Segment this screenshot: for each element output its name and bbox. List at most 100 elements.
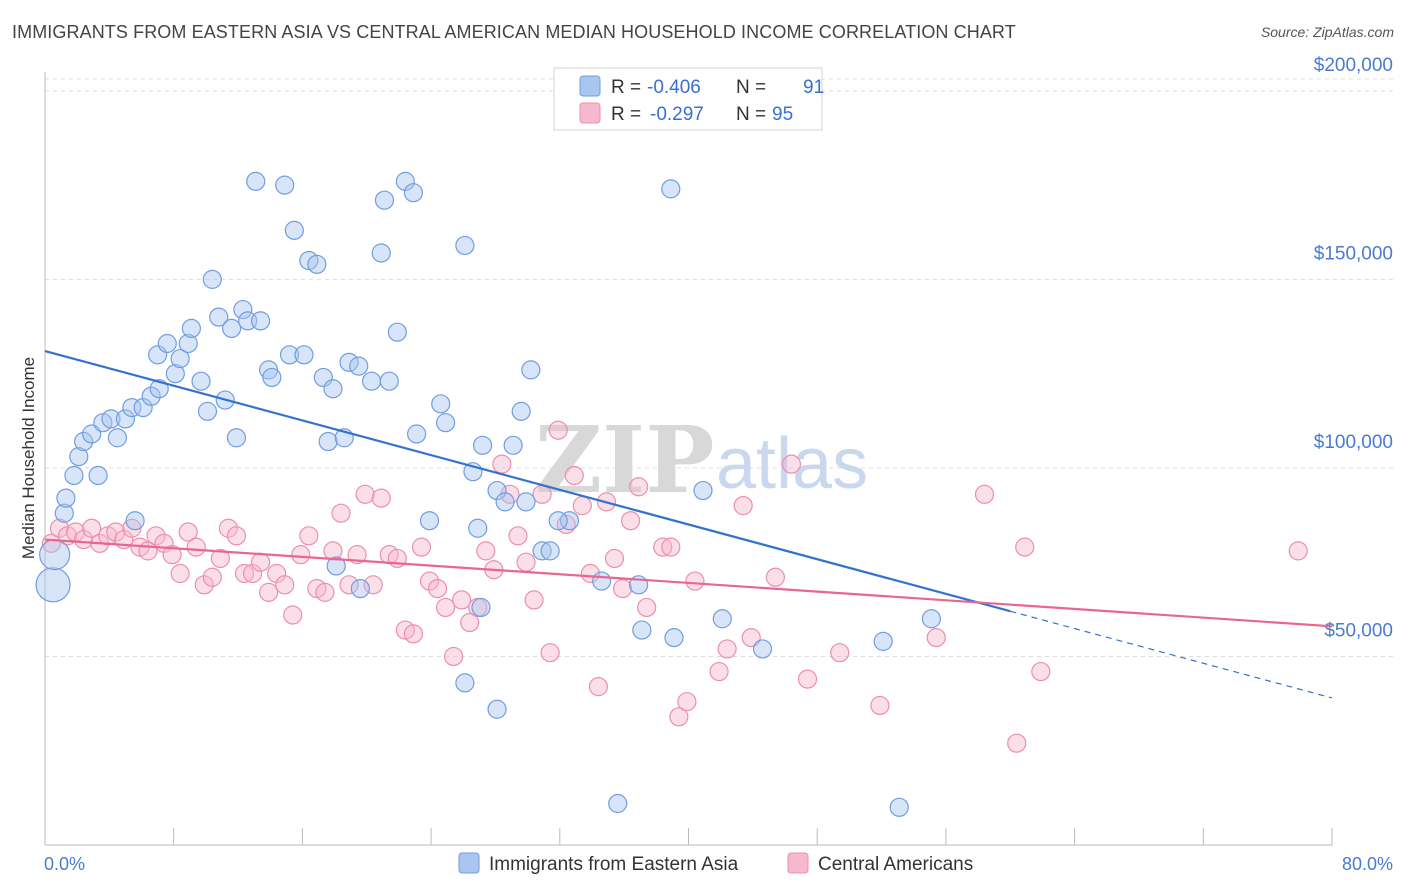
data-point <box>291 545 311 565</box>
data-point <box>455 673 475 693</box>
data-point <box>323 379 343 399</box>
data-point <box>540 541 560 561</box>
legend-n-label-2: N = <box>736 104 766 125</box>
data-point <box>637 597 657 618</box>
data-point <box>259 582 279 602</box>
data-point <box>226 428 247 448</box>
data-point <box>115 409 136 429</box>
data-point <box>209 307 229 327</box>
data-point <box>870 695 890 716</box>
data-point <box>476 541 496 561</box>
data-point <box>495 492 515 512</box>
data-point <box>146 526 166 546</box>
data-point <box>234 563 255 584</box>
data-point <box>387 322 407 342</box>
data-point <box>632 620 652 640</box>
data-point <box>101 409 121 429</box>
data-point <box>588 677 609 697</box>
bottom-legend-label-blue: Immigrants from Eastern Asia <box>489 854 739 875</box>
series-central-americans <box>41 420 1308 753</box>
correlation-legend: R = -0.406 N = 91 R = -0.297 N = 95 <box>553 67 824 131</box>
data-point <box>35 567 71 603</box>
data-point <box>503 435 523 455</box>
data-point <box>1015 537 1035 557</box>
data-point <box>371 243 391 263</box>
data-point <box>669 707 689 727</box>
y-tick-label: $150,000 <box>1314 243 1393 264</box>
data-point <box>197 401 218 421</box>
data-point <box>427 578 448 599</box>
data-point <box>379 371 399 391</box>
data-point <box>403 183 424 203</box>
data-point <box>411 537 432 557</box>
bottom-legend-swatch-blue <box>458 852 480 874</box>
data-point <box>242 563 263 584</box>
watermark: ZIP atlas <box>535 406 868 514</box>
data-point <box>170 563 190 584</box>
data-point <box>125 511 145 531</box>
data-point <box>218 518 238 538</box>
data-point <box>331 503 351 523</box>
data-point <box>210 548 230 569</box>
data-point <box>233 299 253 320</box>
data-point <box>532 541 552 561</box>
data-point <box>339 575 359 595</box>
data-point <box>355 484 375 504</box>
trend-line-central-americans <box>44 538 1333 628</box>
data-point <box>435 597 456 618</box>
data-point <box>106 522 126 542</box>
data-point <box>283 605 303 625</box>
data-point <box>1288 541 1308 561</box>
data-point <box>165 364 185 384</box>
data-point <box>612 578 633 599</box>
data-point <box>889 797 909 817</box>
y-tick-label: $100,000 <box>1314 432 1393 453</box>
data-point <box>492 454 512 474</box>
data-point <box>350 578 370 599</box>
data-point <box>294 345 314 365</box>
data-point <box>88 465 108 486</box>
bottom-legend-label-pink: Central Americans <box>818 854 973 875</box>
data-point <box>39 539 71 571</box>
data-point <box>435 413 456 433</box>
data-point <box>267 563 287 584</box>
data-point <box>374 190 395 210</box>
data-point <box>315 582 335 602</box>
legend-n-value-1: 91 <box>803 77 824 98</box>
data-point <box>974 484 995 504</box>
data-point <box>74 529 94 550</box>
data-point <box>202 567 222 587</box>
data-point <box>419 511 440 531</box>
data-point <box>468 518 488 538</box>
data-point <box>592 571 612 591</box>
data-point <box>157 333 177 354</box>
data-point <box>559 511 580 531</box>
data-point <box>661 537 681 557</box>
x-tick-label-min: 0.0% <box>44 854 85 874</box>
data-point <box>74 431 94 452</box>
data-point <box>653 537 673 557</box>
data-point <box>307 254 327 274</box>
data-point <box>170 348 190 369</box>
data-point <box>873 631 893 651</box>
data-point <box>487 480 507 501</box>
data-point <box>69 447 89 467</box>
y-tick-label: $50,000 <box>1324 620 1393 641</box>
data-point <box>564 465 584 486</box>
data-point <box>54 503 74 523</box>
data-point <box>516 552 536 572</box>
data-point <box>262 367 282 388</box>
source-credit: Source: ZipAtlas.com <box>1260 24 1394 40</box>
data-point <box>524 590 544 610</box>
data-point <box>455 235 475 256</box>
data-point <box>222 318 242 339</box>
data-point <box>733 496 753 516</box>
data-point <box>508 526 528 546</box>
data-point <box>516 492 536 512</box>
data-point <box>339 352 359 372</box>
data-point <box>452 590 472 610</box>
data-point <box>580 563 600 584</box>
data-point <box>107 428 127 448</box>
legend-n-value-2: 95 <box>772 104 793 125</box>
data-point <box>664 628 684 648</box>
